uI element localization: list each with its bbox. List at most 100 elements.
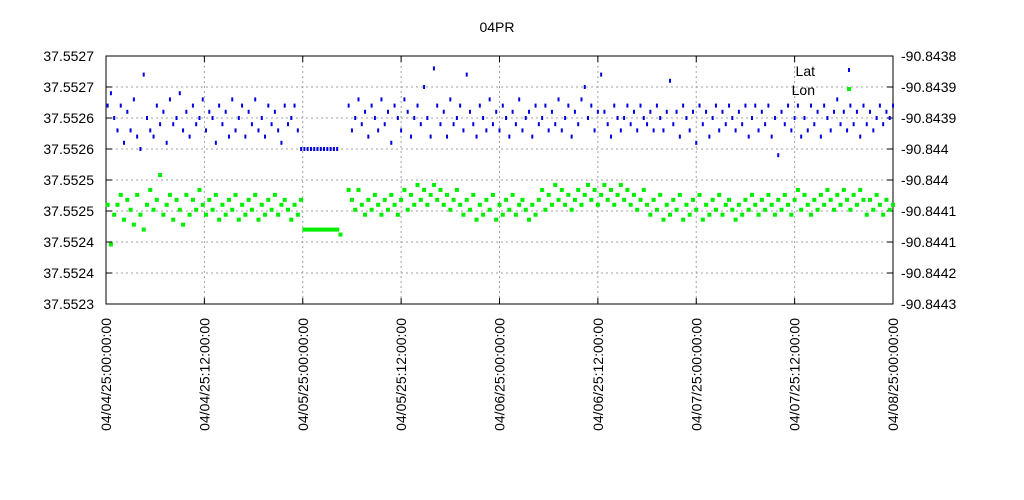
data-point (724, 122, 727, 127)
data-point (369, 207, 374, 212)
data-point (396, 116, 399, 120)
data-point (319, 147, 322, 151)
data-point (205, 128, 208, 133)
data-point (416, 103, 419, 108)
data-point (354, 116, 357, 120)
data-point (636, 128, 639, 133)
data-point (623, 116, 626, 120)
data-point (331, 227, 336, 232)
data-point (609, 134, 612, 139)
data-point (505, 116, 508, 120)
data-point (461, 212, 466, 217)
data-point (615, 192, 620, 197)
data-point (188, 134, 191, 139)
data-point (436, 103, 439, 108)
data-point (315, 227, 320, 232)
y-left-tick-label: 37.5526 (43, 141, 94, 157)
data-point (593, 128, 596, 133)
data-point (560, 128, 563, 133)
data-point (241, 103, 244, 108)
data-point (109, 91, 112, 96)
data-point (474, 217, 479, 222)
data-point (249, 207, 254, 212)
data-point (773, 116, 776, 120)
data-point (484, 197, 489, 202)
data-point (749, 192, 754, 197)
data-point (309, 147, 312, 151)
data-point (504, 197, 509, 202)
data-point (649, 109, 652, 114)
data-point (859, 134, 862, 139)
data-point (651, 197, 656, 202)
data-point (282, 197, 287, 202)
x-tick-label: 04/08/25:00:00:00 (885, 318, 901, 431)
data-point (441, 202, 446, 207)
data-point (759, 197, 764, 202)
data-point (852, 122, 855, 127)
data-point (290, 116, 293, 120)
data-point (698, 103, 701, 108)
data-point (402, 187, 407, 192)
data-point (520, 197, 525, 202)
data-point (793, 116, 796, 120)
data-point (678, 134, 681, 139)
data-point (839, 122, 842, 127)
x-tick-label: 04/07/25:00:00:00 (688, 318, 704, 431)
data-point (403, 97, 406, 102)
data-point (187, 212, 192, 217)
data-point (888, 116, 891, 120)
data-point (497, 202, 502, 207)
data-point (583, 85, 586, 89)
data-point (823, 103, 826, 108)
data-point (442, 109, 445, 114)
y-right-tick-label: -90.844 (901, 141, 949, 157)
data-point (491, 122, 494, 127)
data-point (295, 212, 300, 217)
data-point (572, 197, 577, 202)
data-point (728, 103, 731, 108)
data-point (792, 197, 797, 202)
data-point (586, 182, 591, 187)
data-point (872, 128, 875, 133)
data-point (638, 197, 643, 202)
data-point (413, 116, 416, 120)
data-point (318, 227, 323, 232)
data-point (300, 147, 303, 151)
x-tick-label: 04/05/25:00:00:00 (295, 318, 311, 431)
data-point (190, 197, 195, 202)
data-point (149, 128, 152, 133)
data-point (253, 192, 258, 197)
data-point (167, 192, 172, 197)
data-point (141, 227, 146, 232)
data-point (263, 212, 268, 217)
data-point (723, 202, 728, 207)
y-left-tick-label: 37.5525 (43, 203, 94, 219)
data-point (625, 187, 630, 192)
data-point (688, 128, 691, 133)
data-point (882, 122, 885, 127)
data-point (277, 128, 280, 133)
data-point (648, 212, 653, 217)
data-point (671, 197, 676, 202)
data-point (757, 128, 760, 133)
y-axis-right: -90.8438 -90.8439 -90.8439 -90.844 -90.844 -9… (887, 48, 956, 312)
data-point (204, 212, 209, 217)
data-point (810, 103, 813, 108)
data-point (269, 207, 274, 212)
data-point (881, 212, 886, 217)
data-point (786, 202, 791, 207)
data-point (556, 197, 561, 202)
data-point (164, 202, 169, 207)
data-point (828, 197, 833, 202)
data-point (161, 212, 166, 217)
data-point (207, 197, 212, 202)
data-point (380, 97, 383, 102)
data-point (488, 97, 491, 102)
data-point (753, 202, 758, 207)
data-point (408, 192, 413, 197)
data-point (244, 134, 247, 139)
y-left-tick-label: 37.5525 (43, 172, 94, 188)
data-point (518, 97, 521, 102)
data-point (370, 103, 373, 108)
data-point (350, 128, 353, 133)
